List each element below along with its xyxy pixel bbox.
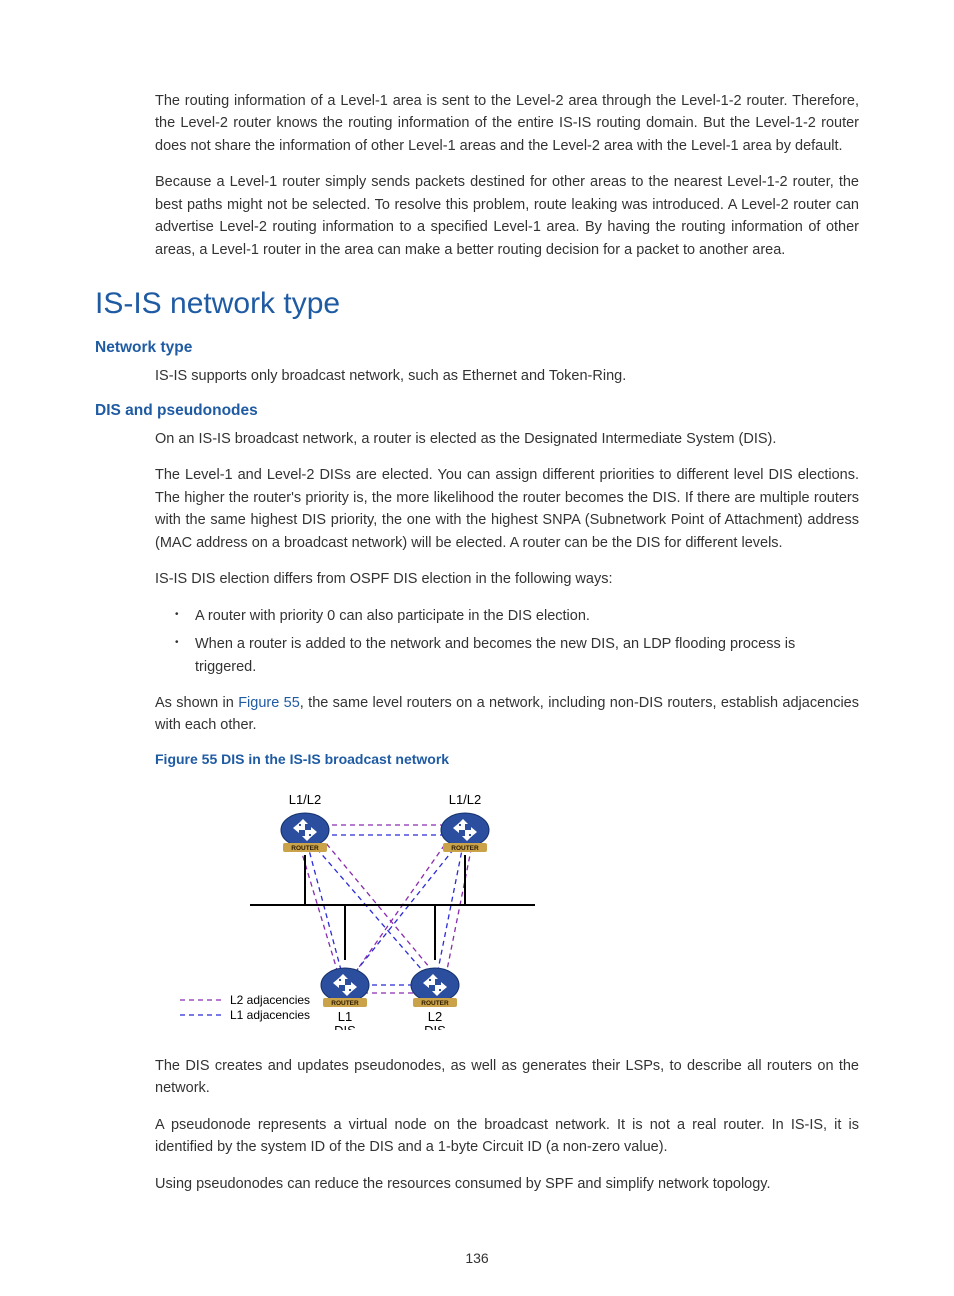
- paragraph: The routing information of a Level-1 are…: [95, 90, 859, 157]
- figure-55: ROUTERROUTERROUTERROUTERL1/L2L1/L2L1DISL…: [155, 775, 859, 1035]
- paragraph: Because a Level-1 router simply sends pa…: [95, 171, 859, 261]
- heading-3: DIS and pseudonodes: [95, 402, 859, 420]
- svg-text:ROUTER: ROUTER: [331, 1000, 359, 1007]
- bullet-item: A router with priority 0 can also partic…: [195, 605, 859, 627]
- svg-text:ROUTER: ROUTER: [451, 845, 479, 852]
- paragraph: A pseudonode represents a virtual node o…: [95, 1114, 859, 1159]
- paragraph: IS-IS supports only broadcast network, s…: [95, 365, 859, 387]
- paragraph: The Level-1 and Level-2 DISs are elected…: [95, 464, 859, 554]
- paragraph: The DIS creates and updates pseudonodes,…: [95, 1055, 859, 1100]
- paragraph: On an IS-IS broadcast network, a router …: [95, 428, 859, 450]
- figure-caption: Figure 55 DIS in the IS-IS broadcast net…: [155, 751, 859, 767]
- svg-text:L1 adjacencies: L1 adjacencies: [230, 1008, 310, 1022]
- svg-text:DIS: DIS: [334, 1023, 356, 1030]
- page: The routing information of a Level-1 are…: [0, 0, 954, 1296]
- svg-text:L1/L2: L1/L2: [449, 792, 482, 807]
- svg-text:L2 adjacencies: L2 adjacencies: [230, 993, 310, 1007]
- svg-text:ROUTER: ROUTER: [421, 1000, 449, 1007]
- page-number: 136: [0, 1250, 954, 1266]
- text: As shown in: [155, 695, 238, 711]
- network-diagram-svg: ROUTERROUTERROUTERROUTERL1/L2L1/L2L1DISL…: [155, 775, 575, 1030]
- figure-link[interactable]: Figure 55: [238, 695, 300, 711]
- bullet-item: When a router is added to the network an…: [195, 633, 859, 678]
- heading-3: Network type: [95, 339, 859, 357]
- bullet-list: A router with priority 0 can also partic…: [95, 605, 859, 678]
- paragraph: Using pseudonodes can reduce the resourc…: [95, 1173, 859, 1195]
- svg-text:L2: L2: [428, 1009, 442, 1024]
- svg-text:ROUTER: ROUTER: [291, 845, 319, 852]
- svg-text:DIS: DIS: [424, 1023, 446, 1030]
- heading-1: IS-IS network type: [95, 287, 859, 321]
- svg-text:L1: L1: [338, 1009, 352, 1024]
- paragraph: As shown in Figure 55, the same level ro…: [95, 692, 859, 737]
- svg-text:L1/L2: L1/L2: [289, 792, 322, 807]
- paragraph: IS-IS DIS election differs from OSPF DIS…: [95, 568, 859, 590]
